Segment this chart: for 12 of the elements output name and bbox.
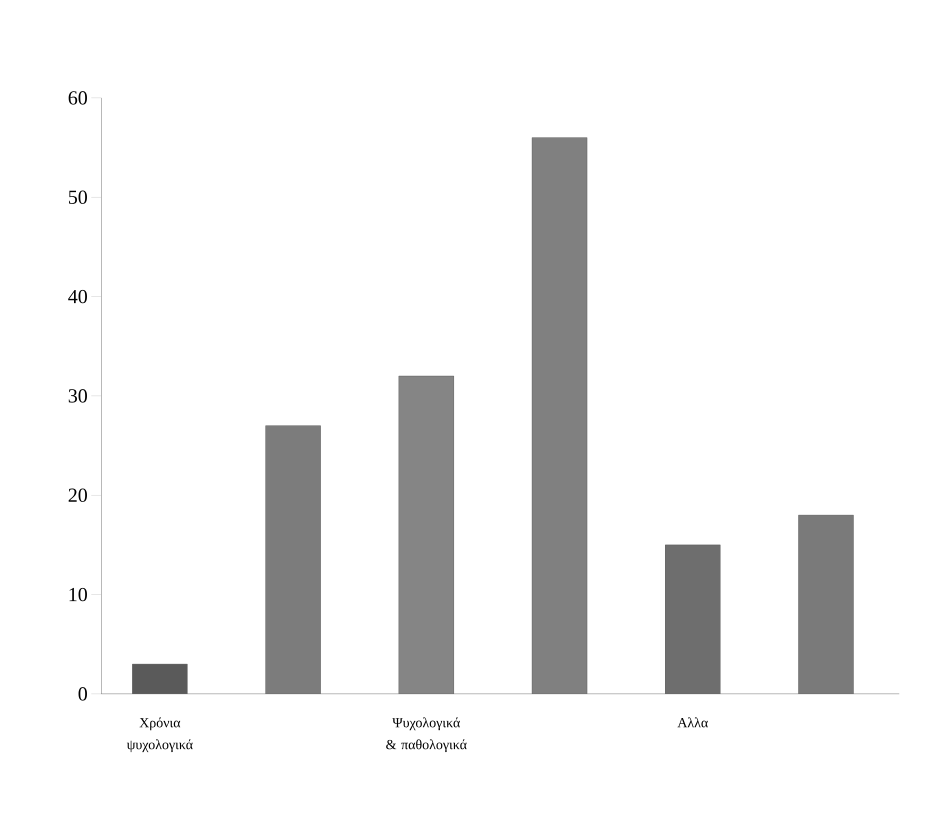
bar xyxy=(665,544,720,694)
y-tick-label: 10 xyxy=(70,588,87,602)
y-tick-label: 50 xyxy=(68,190,87,204)
y-tick-label: 20 xyxy=(68,488,87,502)
y-tick-label: 40 xyxy=(68,290,87,304)
x-tick-label: Χρόνια ψυχολογικά xyxy=(126,717,193,752)
y-tick-label: 30 xyxy=(68,389,87,403)
x-tick-label: Αλλα xyxy=(677,717,708,728)
y-tick-label: 60 xyxy=(68,91,87,105)
x-tick-label: Ψυχολογικά & παθολογικά xyxy=(386,717,467,752)
y-tick-label: 0 xyxy=(78,687,87,701)
bar xyxy=(265,425,321,694)
